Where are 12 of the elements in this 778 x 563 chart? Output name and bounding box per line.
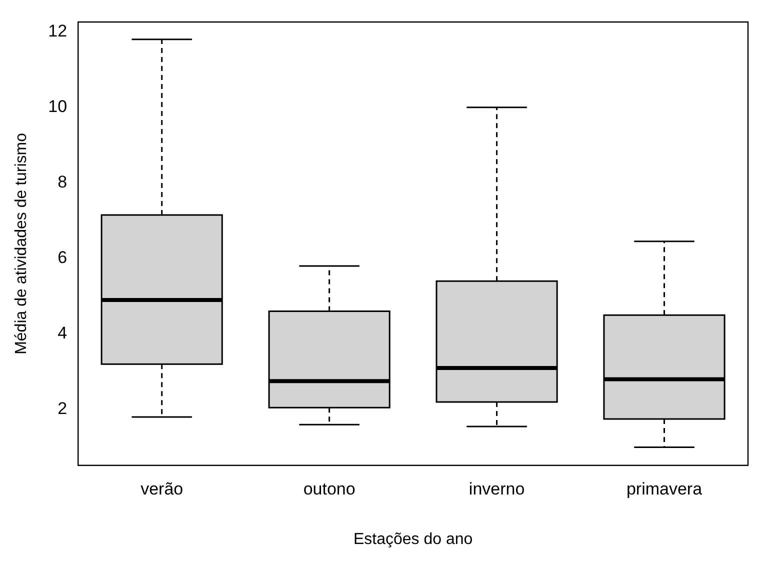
y-tick-label: 12 bbox=[48, 22, 68, 41]
y-tick-label: 4 bbox=[58, 324, 68, 343]
y-tick-label: 8 bbox=[58, 172, 68, 192]
y-tick-label: 10 bbox=[48, 97, 68, 116]
x-tick-label: inverno bbox=[468, 479, 525, 498]
x-axis-title: Estações do ano bbox=[353, 530, 473, 548]
x-tick-label: outono bbox=[303, 479, 356, 498]
y-tick-label: 6 bbox=[58, 248, 68, 268]
y-axis-title: Média de atividades de turismo bbox=[13, 132, 30, 354]
x-tick-label: primavera bbox=[626, 479, 703, 498]
x-tick-label: verão bbox=[140, 479, 184, 498]
y-tick-label: 2 bbox=[58, 399, 68, 418]
